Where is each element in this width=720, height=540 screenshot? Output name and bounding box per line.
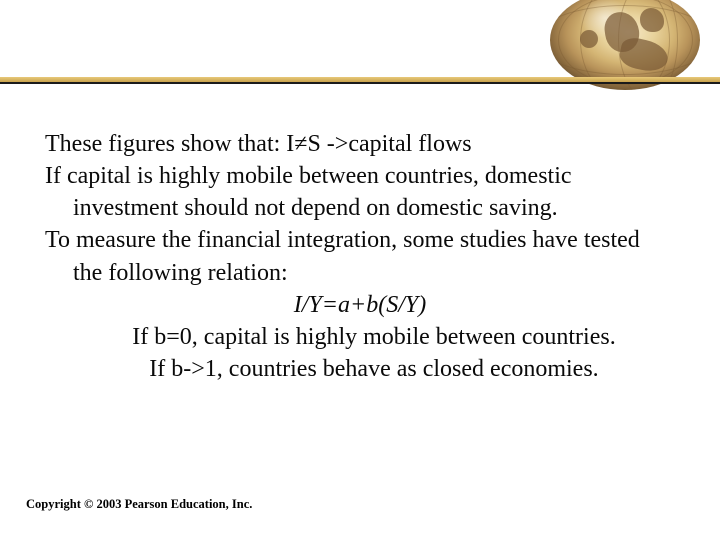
body-line-1: These figures show that: I≠S ->capital f… bbox=[45, 128, 675, 160]
slide-body: These figures show that: I≠S ->capital f… bbox=[45, 128, 675, 385]
body-para-3: To measure the financial integration, so… bbox=[45, 224, 675, 288]
slide-header bbox=[0, 0, 720, 85]
copyright-notice: Copyright © 2003 Pearson Education, Inc. bbox=[26, 497, 252, 512]
body-para-2: If capital is highly mobile between coun… bbox=[45, 160, 675, 224]
body-formula: I/Y=a+b(S/Y) bbox=[45, 289, 675, 321]
header-rule-black bbox=[0, 82, 720, 84]
body-line-b0: If b=0, capital is highly mobile between… bbox=[45, 321, 675, 353]
body-line-b1: If b->1, countries behave as closed econ… bbox=[45, 353, 675, 385]
globe-landmass bbox=[640, 8, 664, 32]
globe-landmass bbox=[580, 30, 598, 48]
